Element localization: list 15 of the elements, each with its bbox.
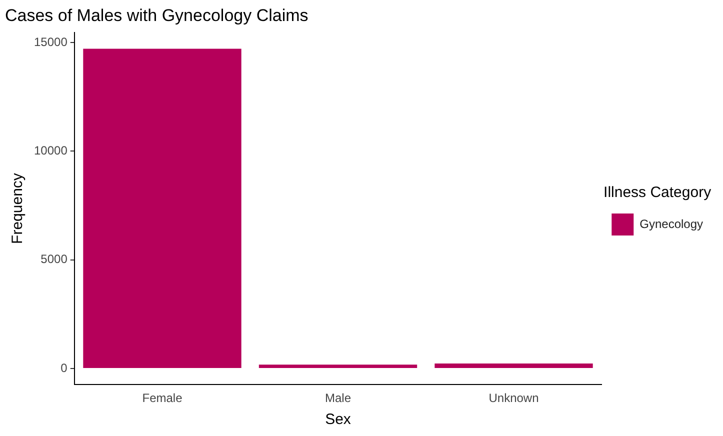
y-tick-label: 5000 <box>40 252 68 266</box>
y-axis-title: Frequency <box>9 172 26 244</box>
x-tick-label: Male <box>324 391 352 406</box>
bar <box>434 364 593 368</box>
bar <box>258 364 418 368</box>
x-tick-label: Female <box>142 391 183 406</box>
y-tick-label: 10000 <box>34 144 68 158</box>
y-tick-label: 15000 <box>34 34 68 49</box>
bar <box>83 48 242 368</box>
y-tick-label: 0 <box>60 360 68 375</box>
legend-label: Gynecology <box>640 216 704 231</box>
x-axis-title: Sex <box>325 411 352 428</box>
chart-title: Cases of Males with Gynecology Claims <box>5 6 308 25</box>
x-tick-label: Unknown <box>488 391 539 406</box>
legend-title: Illness Category <box>604 184 712 202</box>
